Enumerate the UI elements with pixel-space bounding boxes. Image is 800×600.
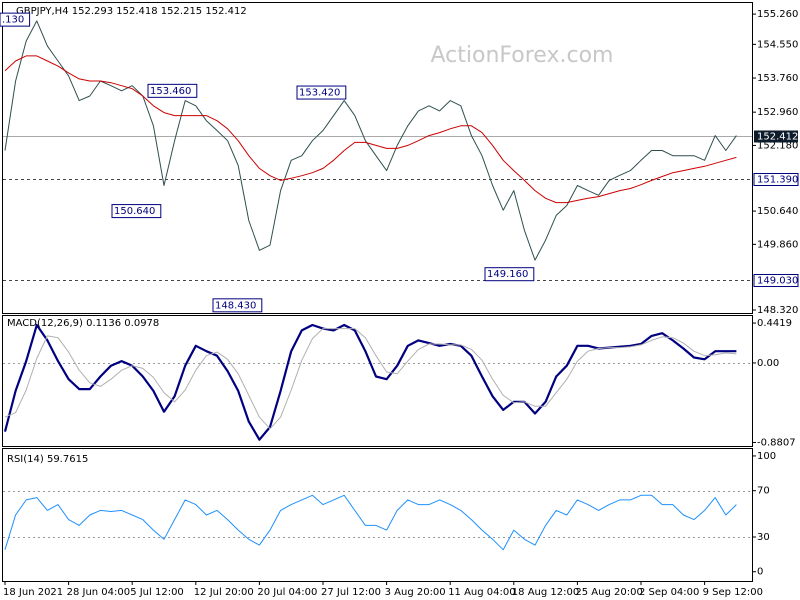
annotation-label: 148.430 (215, 300, 256, 311)
annotation-label: 149.160 (487, 269, 528, 280)
annotation-box (147, 83, 198, 98)
price-title: GBPJPY,H4 152.293 152.418 152.215 152.41… (16, 6, 247, 17)
x-tick-label: 9 Sep 12:00 (703, 587, 763, 598)
x-tick-label: 2 Sep 04:00 (639, 587, 699, 598)
last-price-label: 152.412 (757, 132, 798, 143)
x-tick-label: 27 Jul 12:00 (321, 587, 381, 598)
x-tick-label: 18 Jun 2021 (3, 587, 63, 598)
level-label-box (753, 173, 799, 186)
y-tick-label: 150.640 (757, 206, 798, 217)
x-tick-label: 12 Jul 20:00 (194, 587, 254, 598)
y-tick-label: 148.320 (757, 305, 798, 316)
annotation-label: .130 (2, 15, 24, 26)
y-tick-label: 155.260 (757, 9, 798, 20)
annotation-label: 153.420 (299, 88, 340, 99)
annotation-box (484, 267, 535, 282)
macd-title: MACD(12,26,9) 0.1136 0.0978 (7, 318, 159, 329)
annotation-box (296, 85, 347, 100)
series-line (4, 20, 737, 261)
y-tick-label: 149.860 (757, 239, 798, 250)
y-tick-label: 152.180 (757, 140, 798, 151)
last-price-box (754, 130, 798, 143)
annotation-box (111, 204, 162, 219)
x-tick-label: 11 Aug 04:00 (448, 587, 515, 598)
rsi-panel (2, 448, 753, 582)
y-tick-label: 0 (757, 567, 763, 578)
y-tick-label: 152.960 (757, 107, 798, 118)
annotation-box (212, 298, 263, 313)
series-line (4, 328, 737, 430)
watermark: ActionForex.com (431, 43, 614, 68)
rsi-title: RSI(14) 59.7615 (7, 454, 88, 465)
y-tick-label: 30 (757, 532, 770, 543)
x-tick-label: 3 Aug 20:00 (385, 587, 446, 598)
x-tick-label: 25 Aug 20:00 (575, 587, 642, 598)
y-tick-label: 153.760 (757, 73, 798, 84)
x-tick-label: 5 Jul 12:00 (130, 587, 184, 598)
y-tick-label: 0.4419 (757, 318, 792, 329)
level-label: 149.030 (757, 276, 798, 287)
annotation-label: 153.460 (150, 86, 191, 97)
x-tick-label: 18 Aug 12:00 (512, 587, 579, 598)
level-label-box (753, 274, 799, 287)
y-tick-label: 100 (757, 451, 776, 462)
series-line (4, 494, 737, 551)
level-label: 151.390 (757, 175, 798, 186)
annotation-label: 150.640 (114, 206, 155, 217)
macd-panel (2, 315, 753, 447)
series-line (4, 55, 737, 204)
annotation-box (0, 12, 31, 27)
y-tick-label: 154.550 (757, 39, 798, 50)
y-tick-label: -0.8807 (757, 437, 796, 448)
x-tick-label: 28 Jun 04:00 (67, 587, 131, 598)
y-tick-label: 70 (757, 486, 770, 497)
x-tick-label: 20 Jul 04:00 (257, 587, 317, 598)
y-tick-label: 0.00 (757, 358, 779, 369)
price-panel (2, 2, 753, 314)
